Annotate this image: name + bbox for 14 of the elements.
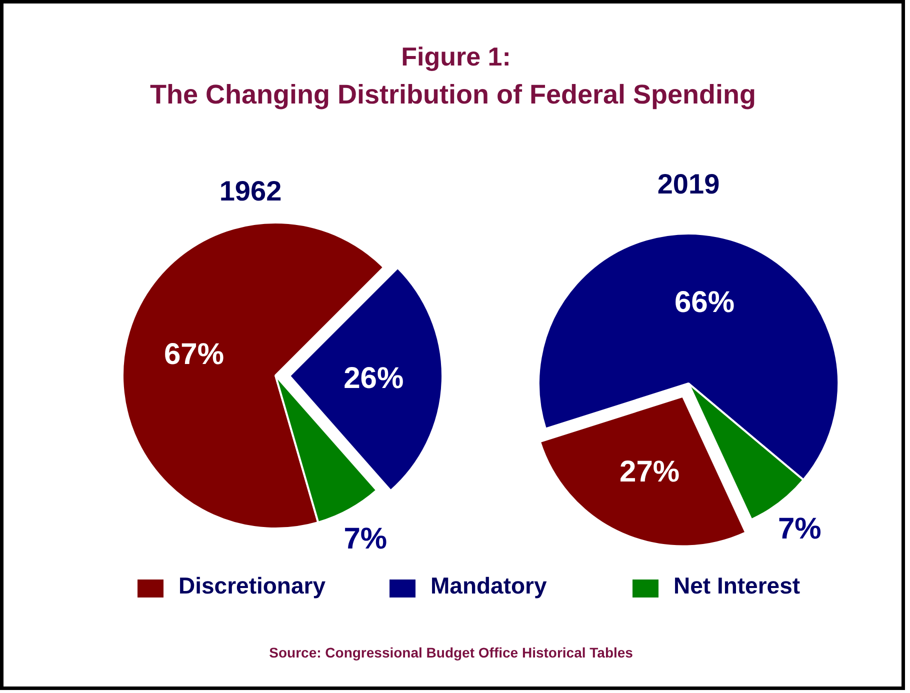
chart-title: 1962 [219, 176, 282, 206]
data-label: 67% [164, 338, 224, 372]
source-note: Source: Congressional Budget Office Historical Tables [269, 644, 634, 660]
data-label: 66% [674, 286, 735, 320]
text: The Changing Distribution of Federal Spending [150, 80, 756, 110]
caption: Figure 1: [401, 42, 511, 72]
data-label: 27% [620, 455, 680, 488]
data-label: 7% [344, 522, 388, 556]
legend-label: Mandatory [430, 572, 547, 598]
data-label: 7% [778, 512, 822, 546]
legend-label: Net Interest [674, 572, 800, 598]
legend-label: Discretionary [178, 572, 326, 598]
chart-title: 2019 [657, 168, 720, 200]
data-label: 26% [344, 362, 404, 396]
